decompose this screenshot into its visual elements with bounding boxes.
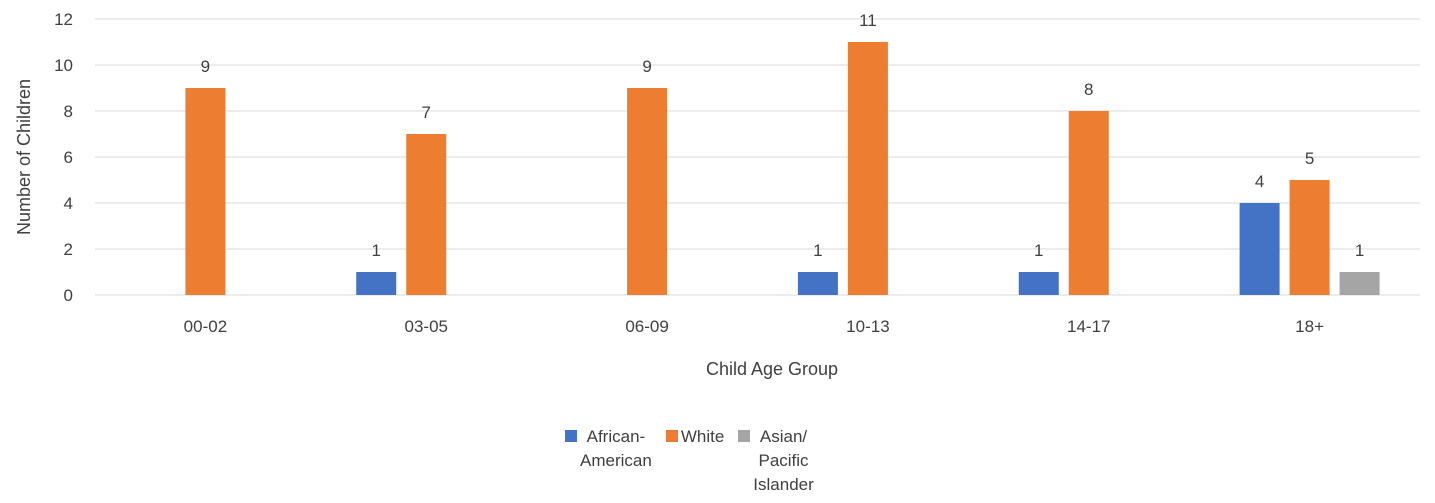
x-tick-label: 03-05 bbox=[405, 317, 448, 336]
legend-label: African- American bbox=[580, 427, 652, 470]
y-axis-ticks: 0 2 4 6 8 10 12 bbox=[54, 10, 73, 305]
bar bbox=[847, 42, 888, 295]
legend-item: African- American bbox=[565, 425, 652, 473]
data-label: 1 bbox=[1034, 241, 1043, 260]
data-label: 4 bbox=[1255, 172, 1264, 191]
y-tick-label: 0 bbox=[64, 286, 73, 305]
data-label: 11 bbox=[859, 11, 877, 30]
legend-label: Asian/ Pacific Islander bbox=[753, 427, 814, 494]
y-axis-title: Number of Children bbox=[14, 79, 34, 235]
legend-label: White bbox=[680, 427, 725, 446]
data-label: 8 bbox=[1084, 80, 1093, 99]
bar bbox=[356, 272, 397, 295]
bar bbox=[1239, 203, 1280, 295]
legend-swatch bbox=[665, 430, 678, 442]
gridlines bbox=[95, 18, 1420, 296]
bar bbox=[185, 88, 226, 295]
y-tick-label: 2 bbox=[64, 240, 73, 259]
x-axis-title: Child Age Group bbox=[706, 359, 838, 379]
bar bbox=[406, 134, 447, 295]
bar bbox=[1068, 111, 1109, 295]
data-label: 1 bbox=[1355, 241, 1364, 260]
y-tick-label: 10 bbox=[54, 56, 73, 75]
y-tick-label: 8 bbox=[64, 102, 73, 121]
bar bbox=[797, 272, 838, 295]
bar bbox=[1289, 180, 1330, 295]
data-label: 9 bbox=[642, 57, 651, 76]
x-tick-label: 00-02 bbox=[184, 317, 227, 336]
data-label: 7 bbox=[422, 103, 431, 122]
bar bbox=[627, 88, 668, 295]
x-tick-label: 06-09 bbox=[625, 317, 668, 336]
y-tick-label: 6 bbox=[64, 148, 73, 167]
x-tick-label: 10-13 bbox=[846, 317, 889, 336]
x-tick-label: 18+ bbox=[1295, 317, 1324, 336]
legend-item: White bbox=[665, 425, 725, 449]
data-label: 1 bbox=[372, 241, 381, 260]
y-tick-label: 12 bbox=[54, 10, 73, 29]
y-tick-label: 4 bbox=[64, 194, 73, 213]
legend-swatch bbox=[738, 430, 751, 442]
bar bbox=[1339, 272, 1380, 295]
x-tick-label: 14-17 bbox=[1067, 317, 1110, 336]
x-axis-ticks: 00-02 03-05 06-09 10-13 14-17 18+ bbox=[184, 317, 1324, 336]
bar bbox=[1018, 272, 1059, 295]
data-label: 5 bbox=[1305, 149, 1314, 168]
data-label: 1 bbox=[813, 241, 822, 260]
legend-item: Asian/ Pacific Islander bbox=[738, 425, 814, 497]
bars bbox=[185, 42, 1380, 295]
chart-legend: African- American White Asian/ Pacific Isl… bbox=[565, 425, 828, 497]
data-label: 9 bbox=[201, 57, 210, 76]
legend-swatch bbox=[565, 430, 577, 442]
